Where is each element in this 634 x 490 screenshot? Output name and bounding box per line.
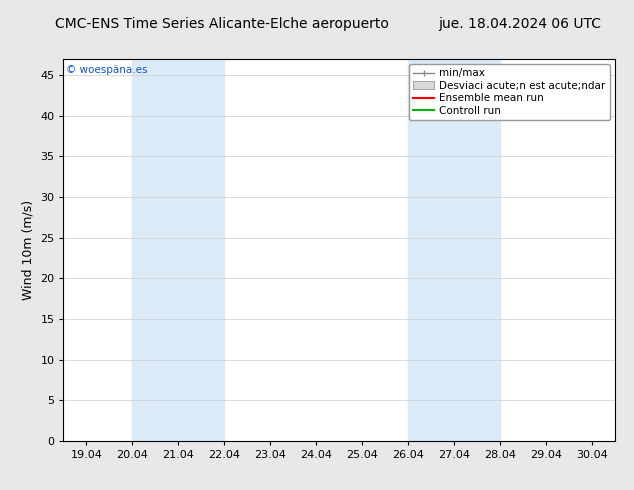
Y-axis label: Wind 10m (m/s): Wind 10m (m/s) — [22, 200, 35, 300]
Legend: min/max, Desviaci acute;n est acute;ndar, Ensemble mean run, Controll run: min/max, Desviaci acute;n est acute;ndar… — [409, 64, 610, 120]
Text: jue. 18.04.2024 06 UTC: jue. 18.04.2024 06 UTC — [438, 17, 602, 31]
Text: © woespäna.es: © woespäna.es — [66, 65, 148, 74]
Text: CMC-ENS Time Series Alicante-Elche aeropuerto: CMC-ENS Time Series Alicante-Elche aerop… — [55, 17, 389, 31]
Bar — [408, 59, 500, 441]
Bar — [133, 59, 224, 441]
